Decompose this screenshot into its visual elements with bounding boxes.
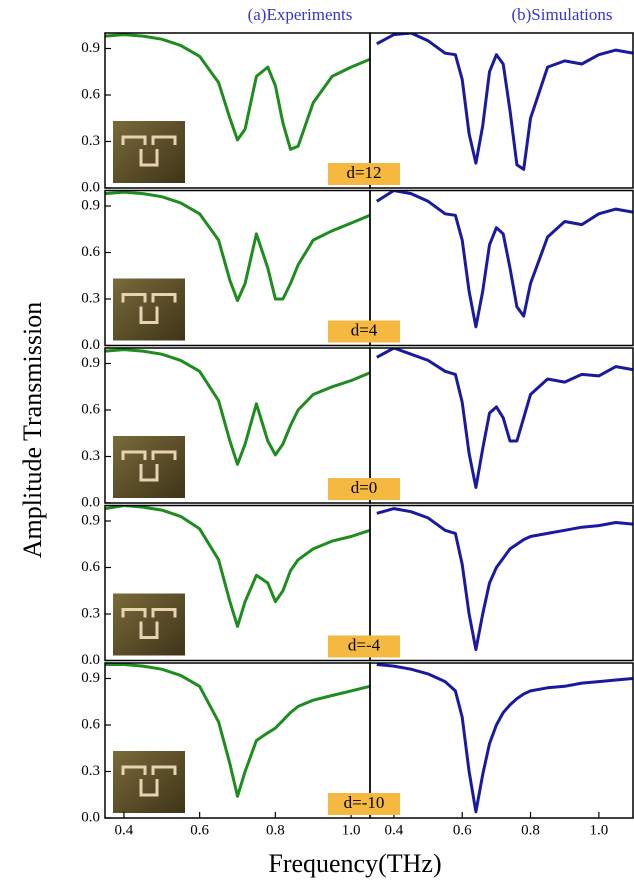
inset-shape [139, 149, 159, 167]
inset-shape [151, 608, 177, 618]
inset-shape [121, 608, 147, 618]
annotation-box [328, 320, 400, 343]
y-axis-label: Amplitude Transmission [18, 302, 47, 558]
y-tick-label: 0.0 [81, 494, 100, 510]
x-tick-label: 0.6 [453, 822, 472, 838]
panel: (b)Simulations [369, 5, 634, 189]
y-tick-label: 0.0 [81, 179, 100, 195]
y-tick-label: 0.3 [81, 605, 100, 621]
inset-shape [121, 293, 147, 303]
line-series [376, 348, 633, 489]
panel: 0.0 0.3 0.6 0.9 [81, 504, 371, 668]
y-tick-label: 0.3 [81, 290, 100, 306]
y-tick-label: 0.6 [81, 244, 100, 260]
line-series [376, 663, 633, 814]
panel: 0.0 0.3 0.6 0.9 [81, 189, 371, 353]
panel: 0.4 0.6 0.8 1.0 [369, 662, 634, 838]
y-tick-label: 0.6 [81, 716, 100, 732]
x-tick-label: 0.8 [266, 822, 285, 838]
panel-title: (a)Experiments [248, 5, 353, 24]
inset-shape [139, 621, 159, 639]
annotation: d=4 [351, 320, 378, 339]
inset-shape [121, 135, 147, 145]
y-tick-label: 0.3 [81, 448, 100, 464]
annotation: d=0 [351, 478, 378, 497]
annotation: d=-10 [344, 793, 385, 812]
y-tick-label: 0.6 [81, 86, 100, 102]
y-tick-label: 0.9 [81, 40, 100, 56]
inset-image [113, 121, 185, 183]
inset-image [113, 751, 185, 813]
line-series [105, 348, 370, 466]
x-tick-label: 0.4 [115, 822, 134, 838]
line-series [376, 33, 633, 171]
annotation: d=-4 [348, 635, 381, 654]
y-tick-label: 0.9 [81, 197, 100, 213]
inset-image [113, 593, 185, 656]
inset-shape [121, 450, 147, 460]
line-series [105, 33, 370, 151]
y-tick-label: 0.9 [81, 512, 100, 528]
panel-title: (b)Simulations [511, 5, 612, 24]
x-tick-label: 1.0 [342, 822, 361, 838]
y-tick-label: 0.3 [81, 763, 100, 779]
annotation-box [328, 163, 400, 185]
annotation-box [328, 478, 400, 500]
y-tick-label: 0.9 [81, 355, 100, 371]
y-tick-label: 0.0 [81, 809, 100, 825]
panel: 0.0 0.3 0.6 0.9 [81, 347, 371, 510]
panel-frame [369, 347, 634, 504]
panel-frame [369, 504, 634, 662]
panel: (a)Experiments 0.0 0.3 0.6 0.9 [81, 5, 371, 195]
y-tick-label: 0.0 [81, 337, 100, 353]
inset-shape [121, 765, 147, 775]
line-series [105, 505, 370, 628]
line-series [105, 190, 370, 303]
panel [369, 504, 634, 662]
inset-shape [151, 765, 177, 775]
panel-frame [369, 662, 634, 819]
panel [369, 189, 634, 347]
line-series [375, 190, 633, 329]
line-series [376, 507, 633, 652]
inset-image [113, 436, 185, 498]
panel [369, 347, 634, 504]
x-tick-label: 1.0 [589, 822, 608, 838]
panel-frame [369, 189, 634, 347]
y-tick-label: 0.6 [81, 559, 100, 575]
y-tick-label: 0.9 [81, 670, 100, 686]
inset-shape [151, 450, 177, 460]
line-series [105, 663, 370, 798]
x-tick-label: 0.8 [521, 822, 540, 838]
y-tick-label: 0.3 [81, 133, 100, 149]
annotation-box [328, 793, 400, 815]
x-tick-label: 0.4 [385, 822, 404, 838]
panel: 0.0 0.3 0.6 0.9 0.4 0.6 0.8 1.0 [81, 662, 371, 838]
x-axis-label: Frequency(THz) [268, 849, 441, 878]
inset-image [113, 278, 185, 341]
x-tick-label: 0.6 [190, 822, 209, 838]
inset-shape [151, 293, 177, 303]
inset-shape [139, 306, 159, 324]
annotation-box [328, 635, 400, 658]
y-tick-label: 0.6 [81, 401, 100, 417]
annotation: d=12 [346, 163, 381, 182]
panel-frame [369, 32, 634, 189]
inset-shape [139, 779, 159, 797]
inset-shape [151, 135, 177, 145]
y-tick-label: 0.0 [81, 652, 100, 668]
inset-shape [139, 464, 159, 482]
